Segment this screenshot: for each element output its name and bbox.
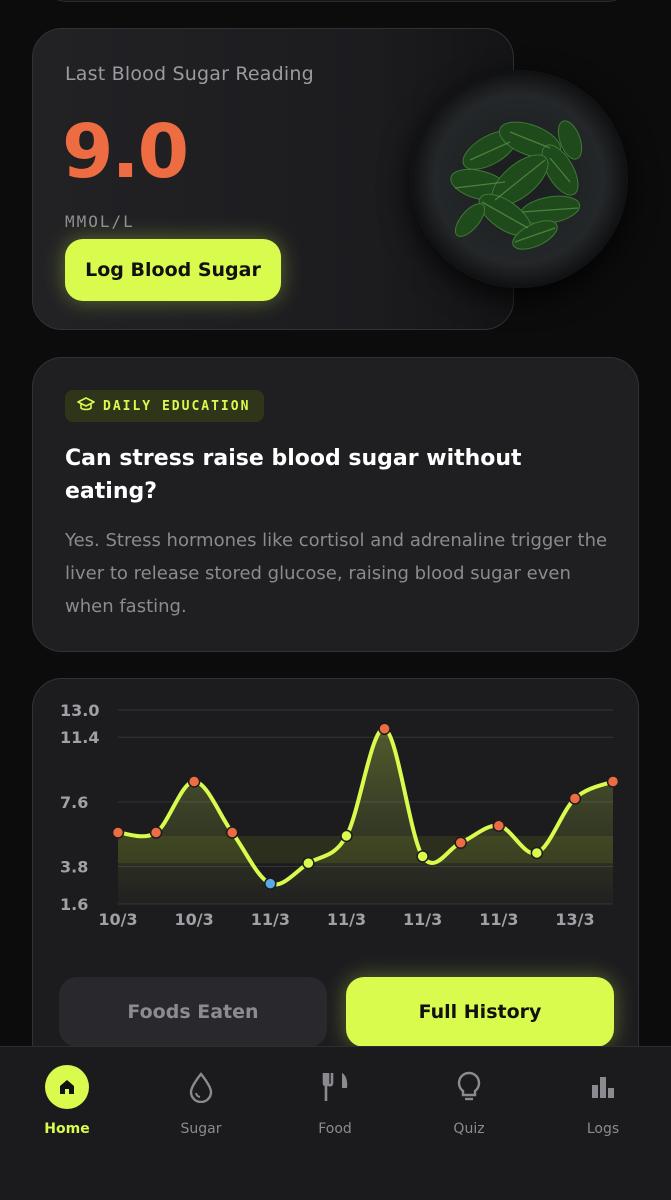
tab-label: Food (318, 1121, 352, 1137)
data-point (454, 836, 467, 849)
data-point (530, 846, 544, 860)
data-point (606, 775, 620, 788)
tab-logs[interactable]: Logs (536, 1047, 670, 1157)
fork-knife-icon (313, 1065, 357, 1109)
tab-label: Logs (586, 1121, 620, 1137)
blood-sugar-chart: 13.0 11.4 7.6 3.8 1.6 10/3 10/3 11/3 11/3 11/3 11/… (60, 701, 620, 929)
spinach-leaves (450, 120, 583, 250)
daily-education-badge: DAILY EDUCATION (65, 390, 265, 422)
reading-value: 9.0 (62, 109, 189, 195)
graduation-cap-icon (77, 396, 95, 416)
y-tick-label: 11.4 (60, 728, 99, 747)
spinach-bowl-image (410, 70, 628, 288)
tab-label: Sugar (180, 1121, 222, 1137)
bar-chart-icon (581, 1065, 625, 1109)
tab-quiz[interactable]: Quiz (402, 1047, 536, 1157)
lightbulb-icon (447, 1065, 491, 1109)
data-point (225, 826, 239, 839)
y-tick-label: 1.6 (60, 895, 88, 914)
log-blood-sugar-button[interactable]: Log Blood Sugar (65, 239, 281, 301)
tab-food[interactable]: Food (268, 1047, 402, 1157)
previous-card-edge (44, 0, 630, 2)
data-point (378, 722, 391, 735)
tab-label: Home (44, 1121, 90, 1137)
blood-sugar-chart-card: 13.0 11.4 7.6 3.8 1.6 10/3 10/3 11/3 11/3 11/3 11/… (32, 678, 639, 1098)
home-icon (45, 1065, 89, 1109)
x-tick-label: 11/3 (251, 910, 290, 929)
bottom-tab-bar: Home Sugar Food Quiz Logs (0, 1046, 671, 1200)
reading-label: Last Blood Sugar Reading (65, 63, 314, 85)
reading-unit: MMOL/L (65, 212, 135, 231)
foods-eaten-button[interactable]: Foods Eaten (59, 977, 327, 1047)
data-point (302, 856, 315, 870)
education-title: Can stress raise blood sugar without eat… (65, 446, 522, 504)
x-tick-label: 11/3 (327, 910, 366, 929)
badge-label: DAILY EDUCATION (103, 398, 251, 414)
y-tick-label: 13.0 (60, 701, 99, 720)
education-body: Yes. Stress hormones like cortisol and a… (65, 530, 608, 617)
data-point (187, 775, 201, 788)
series-area (118, 728, 613, 904)
tab-label: Quiz (453, 1121, 485, 1137)
data-point (340, 829, 353, 843)
x-tick-label: 10/3 (175, 910, 214, 929)
data-point (149, 826, 163, 839)
x-tick-label: 11/3 (403, 910, 442, 929)
tab-home[interactable]: Home (0, 1047, 134, 1157)
data-point (568, 792, 582, 805)
full-history-button[interactable]: Full History (346, 977, 614, 1047)
y-tick-label: 7.6 (60, 793, 88, 812)
series-line (116, 726, 615, 887)
tab-sugar[interactable]: Sugar (134, 1047, 268, 1157)
data-point (111, 826, 125, 839)
data-point (492, 819, 506, 832)
x-tick-label: 10/3 (98, 910, 137, 929)
x-tick-label: 13/3 (555, 910, 594, 929)
data-point (416, 850, 429, 863)
drop-icon (179, 1065, 223, 1109)
y-tick-label: 3.8 (60, 858, 88, 877)
x-tick-label: 11/3 (479, 910, 518, 929)
data-point (264, 877, 277, 890)
daily-education-card: DAILY EDUCATION Can stress raise blood s… (32, 357, 639, 652)
